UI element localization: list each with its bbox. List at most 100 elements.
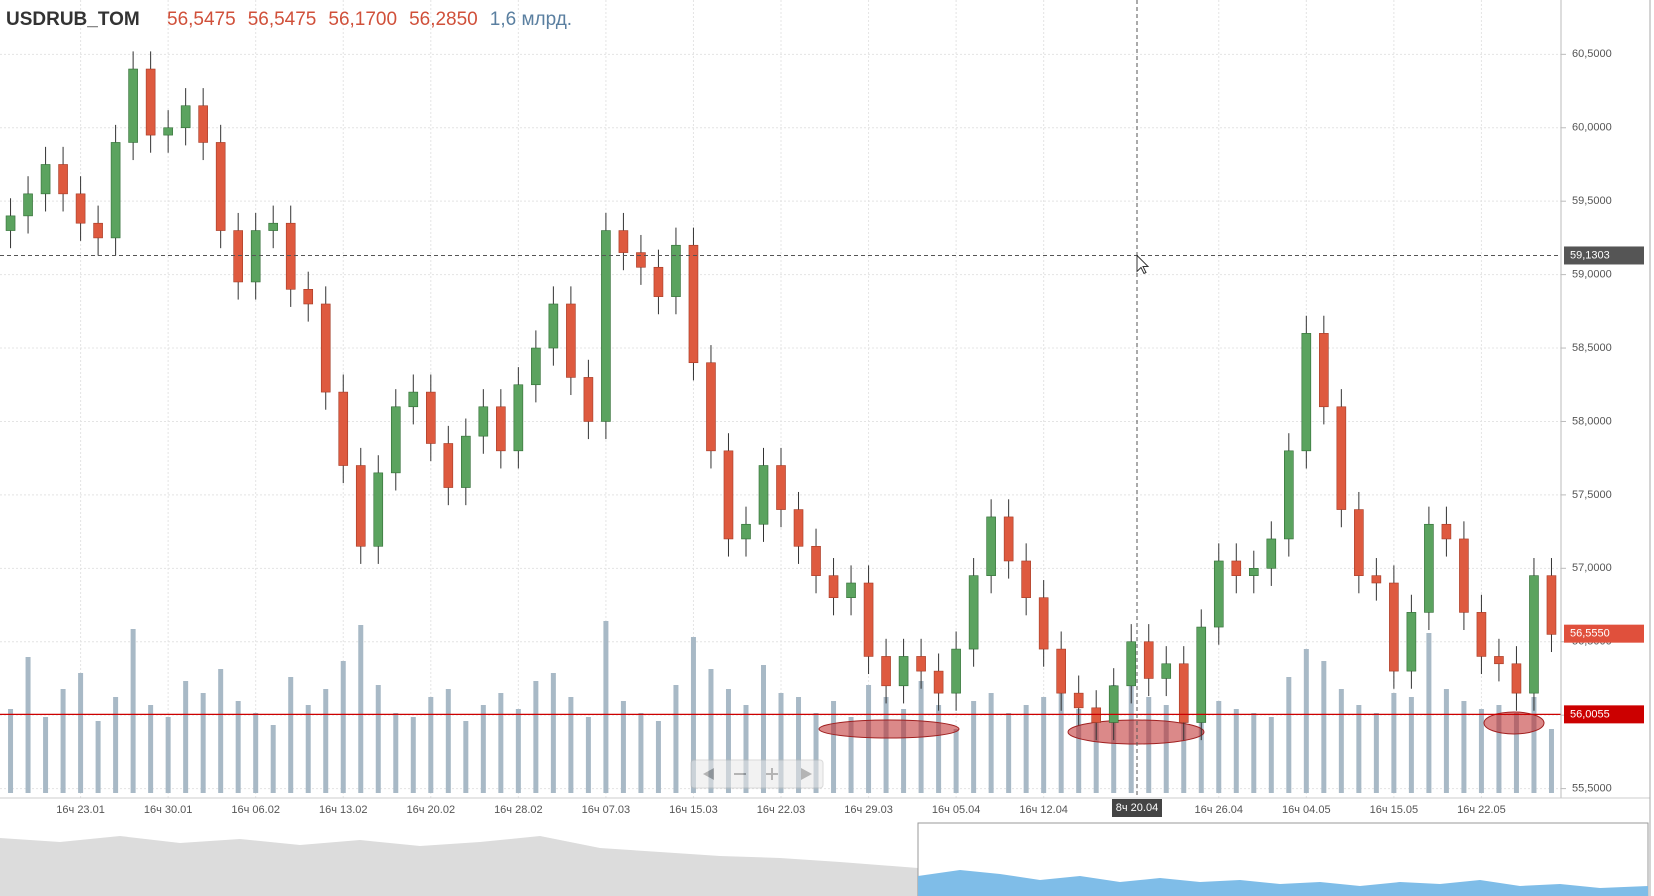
volume-bar bbox=[1041, 697, 1047, 793]
candle-body bbox=[846, 582, 856, 598]
y-tick-label: 60,0000 bbox=[1572, 122, 1612, 134]
candle-body bbox=[1546, 575, 1557, 635]
annotation-ellipse bbox=[1067, 719, 1205, 745]
volume-bar bbox=[235, 701, 241, 793]
candle-body bbox=[1178, 663, 1189, 723]
volume-bar bbox=[1321, 661, 1327, 793]
volume-bar bbox=[708, 669, 714, 793]
volume-bar bbox=[743, 705, 749, 793]
volume-bar bbox=[1286, 677, 1292, 793]
volume-bar bbox=[1338, 689, 1344, 793]
y-tick-label: 58,0000 bbox=[1572, 415, 1612, 427]
volume-bar bbox=[971, 701, 977, 793]
crosshair-x-box bbox=[1112, 799, 1162, 817]
candle-body bbox=[1161, 663, 1172, 679]
x-tick-label: 16ч 06.02 bbox=[231, 804, 280, 816]
candle-body bbox=[618, 230, 629, 253]
candle-body bbox=[461, 435, 471, 488]
candle-body bbox=[443, 443, 454, 488]
volume-bar bbox=[375, 685, 381, 793]
candle-body bbox=[128, 68, 138, 143]
volume-bar bbox=[550, 673, 556, 793]
candle-body bbox=[1091, 707, 1101, 723]
candle-body bbox=[355, 465, 366, 547]
candle-body bbox=[1319, 333, 1329, 408]
volume-bar bbox=[218, 669, 224, 793]
x-tick-label: 16ч 15.03 bbox=[669, 804, 718, 816]
volume-bar bbox=[428, 697, 434, 793]
volume-bar bbox=[1023, 705, 1029, 793]
candle-body bbox=[425, 391, 436, 444]
candle-body bbox=[968, 575, 979, 650]
candle-body bbox=[1511, 663, 1522, 694]
volume-bar bbox=[358, 625, 364, 793]
candle-body bbox=[898, 656, 909, 687]
volume-bar bbox=[1408, 697, 1414, 793]
price-marker-label: 56,0055 bbox=[1570, 708, 1610, 720]
volume-bar bbox=[1146, 697, 1152, 793]
navigator[interactable] bbox=[0, 822, 1649, 896]
candle-body bbox=[1231, 560, 1242, 576]
y-tick-label: 58,5000 bbox=[1572, 342, 1612, 354]
navigator-area bbox=[0, 836, 918, 896]
volume-bar bbox=[1303, 649, 1309, 793]
candle-body bbox=[531, 347, 541, 386]
candle-body bbox=[1476, 612, 1487, 657]
volume-bar bbox=[638, 713, 644, 793]
candle-body bbox=[566, 303, 576, 378]
volume-bar bbox=[270, 725, 276, 793]
candle-body bbox=[250, 230, 261, 283]
candle-body bbox=[1126, 641, 1137, 687]
scroll-right-button[interactable] bbox=[801, 768, 812, 780]
volume-bar bbox=[1093, 713, 1099, 793]
candle-body bbox=[215, 142, 226, 231]
price-marker bbox=[1564, 705, 1644, 724]
volume-bar bbox=[1181, 693, 1187, 793]
candle-body bbox=[5, 215, 16, 231]
volume-bar bbox=[1496, 705, 1502, 793]
candle-body bbox=[338, 391, 349, 466]
volume-bar bbox=[95, 721, 101, 793]
candle-body bbox=[268, 222, 279, 231]
volume-bar bbox=[1461, 701, 1467, 793]
price-marker bbox=[1564, 624, 1644, 643]
volume-bar bbox=[831, 701, 837, 793]
volume-bar bbox=[620, 701, 626, 793]
candle-body bbox=[110, 142, 121, 239]
volume-bar bbox=[1443, 689, 1449, 793]
y-tick-label: 59,0000 bbox=[1572, 269, 1612, 281]
candle-body bbox=[776, 465, 786, 510]
volume-bar bbox=[1356, 705, 1362, 793]
candle-body bbox=[916, 656, 926, 672]
annotation-ellipse bbox=[1483, 711, 1545, 735]
candle-body bbox=[741, 523, 751, 540]
volume-bar bbox=[323, 689, 329, 793]
candle-body bbox=[601, 230, 611, 422]
annotation-ellipse bbox=[818, 719, 960, 739]
volume-bar bbox=[1163, 705, 1169, 793]
candle-body bbox=[548, 303, 559, 349]
candle-body bbox=[1266, 538, 1277, 569]
candle-body bbox=[1494, 656, 1504, 665]
volume-bar bbox=[796, 697, 802, 793]
volume-bar bbox=[690, 637, 696, 793]
candle-body bbox=[1301, 333, 1312, 452]
candle-body bbox=[758, 465, 769, 525]
crosshair-y-label: 59,1303 bbox=[1570, 249, 1610, 261]
candle-body bbox=[986, 516, 996, 576]
candle-body bbox=[233, 230, 243, 283]
crosshair-x-label: 8ч 20.04 bbox=[1116, 802, 1158, 814]
candle-body bbox=[723, 450, 734, 540]
candle-body bbox=[93, 222, 103, 239]
x-tick-label: 16ч 28.02 bbox=[494, 804, 543, 816]
x-tick-label: 16ч 26.04 bbox=[1194, 804, 1243, 816]
scroll-left-button[interactable] bbox=[703, 768, 714, 780]
zoom-buttons[interactable] bbox=[690, 759, 824, 789]
candle-body bbox=[933, 670, 944, 694]
volume-bar bbox=[480, 705, 486, 793]
x-tick-label: 16ч 12.04 bbox=[1019, 804, 1068, 816]
y-tick-label: 57,5000 bbox=[1572, 489, 1612, 501]
volume-bar bbox=[936, 705, 942, 793]
volume-bar bbox=[148, 705, 154, 793]
x-tick-label: 16ч 07.03 bbox=[582, 804, 631, 816]
